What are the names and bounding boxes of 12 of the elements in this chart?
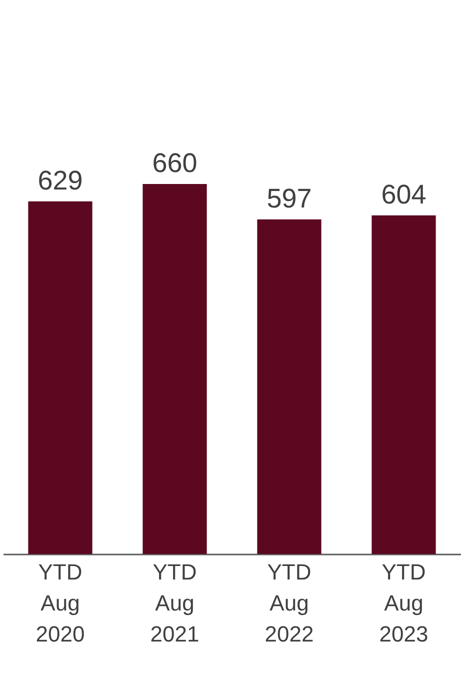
x-tick-label: YTD Aug 2022 [264,560,314,646]
bar [28,201,92,554]
data-label: 597 [266,183,312,214]
data-label: 629 [38,165,83,196]
bar [142,184,207,554]
x-tick-label: YTD Aug 2023 [379,560,428,646]
data-label: 660 [152,148,198,178]
bar [372,215,436,554]
data-label: 604 [381,179,426,210]
x-tick-label: YTD Aug 2020 [36,560,85,646]
x-tick-label: YTD Aug 2021 [150,560,200,646]
bar [257,219,322,554]
